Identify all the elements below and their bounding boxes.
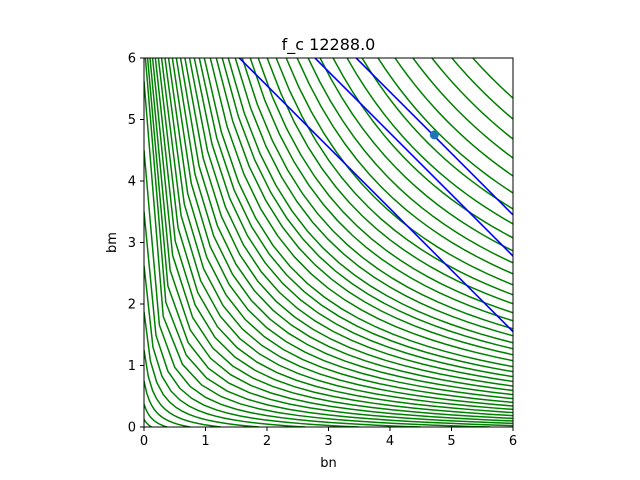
x-axis-ticks: 0 1 2 3 4 5 6 <box>140 427 517 449</box>
contour-line <box>146 58 513 425</box>
optimum-point <box>429 130 439 140</box>
contour-lines <box>144 58 513 427</box>
contour-line <box>144 211 360 427</box>
contour-line <box>257 58 513 314</box>
y-axis-label: bm <box>105 232 120 253</box>
contour-line <box>144 80 490 427</box>
contour-line <box>285 58 513 286</box>
contour-line <box>249 58 513 322</box>
contour-line <box>377 58 513 194</box>
contour-line <box>227 58 513 344</box>
contour-line <box>296 58 513 275</box>
contour-line <box>193 58 513 378</box>
y-tick-label: 1 <box>128 359 136 374</box>
contour-line <box>167 58 513 404</box>
budget-line <box>238 58 513 333</box>
contour-line <box>275 58 513 296</box>
contour-line <box>221 58 513 350</box>
contour-line <box>144 350 221 427</box>
x-tick-label: 3 <box>324 434 332 449</box>
chart-title: f_c 12288.0 <box>282 35 376 55</box>
contour-line <box>144 418 153 427</box>
contour-line <box>144 150 421 427</box>
contour-line <box>160 58 513 411</box>
contour-line <box>157 58 513 414</box>
y-tick-label: 3 <box>128 236 136 251</box>
contour-line <box>184 58 513 387</box>
series-lines <box>238 58 513 333</box>
contour-line <box>215 58 513 356</box>
y-tick-label: 6 <box>128 52 136 67</box>
contour-line <box>346 58 513 225</box>
x-tick-label: 2 <box>263 434 271 449</box>
contour-line <box>332 58 513 239</box>
contour-line <box>151 58 513 420</box>
contour-line <box>149 58 513 422</box>
y-tick-label: 5 <box>128 113 136 128</box>
y-tick-label: 4 <box>128 175 136 190</box>
contour-line <box>203 58 513 368</box>
y-axis-ticks: 0 1 2 3 4 5 6 <box>128 52 144 436</box>
contour-line <box>209 58 513 362</box>
contour-line <box>307 58 513 264</box>
x-tick-label: 6 <box>509 434 517 449</box>
contour-line <box>188 58 513 383</box>
contour-line <box>179 58 513 392</box>
contour-line <box>175 58 513 396</box>
contour-line <box>361 58 513 210</box>
contour-line <box>394 58 513 177</box>
y-tick-label: 0 <box>128 421 136 436</box>
contour-line <box>472 58 513 99</box>
contour-line <box>144 380 191 427</box>
contour-line <box>241 58 513 330</box>
y-tick-label: 2 <box>128 298 136 313</box>
contour-line <box>144 311 260 427</box>
contour-line <box>144 58 513 427</box>
x-axis-label: bn <box>320 456 337 471</box>
x-tick-label: 0 <box>140 434 148 449</box>
x-tick-label: 5 <box>447 434 455 449</box>
contour-line <box>319 58 513 252</box>
contour-line <box>266 58 513 305</box>
contour-line <box>412 58 513 159</box>
x-tick-label: 4 <box>386 434 394 449</box>
contour-line <box>164 58 513 407</box>
budget-line <box>314 58 513 257</box>
x-tick-label: 1 <box>201 434 209 449</box>
contour-line <box>144 403 168 427</box>
contour-line <box>144 265 306 427</box>
contour-line <box>234 58 513 337</box>
contour-line <box>154 58 513 417</box>
contour-line <box>198 58 513 373</box>
contour-line <box>171 58 513 400</box>
contour-line <box>451 58 513 120</box>
contour-line <box>431 58 513 140</box>
